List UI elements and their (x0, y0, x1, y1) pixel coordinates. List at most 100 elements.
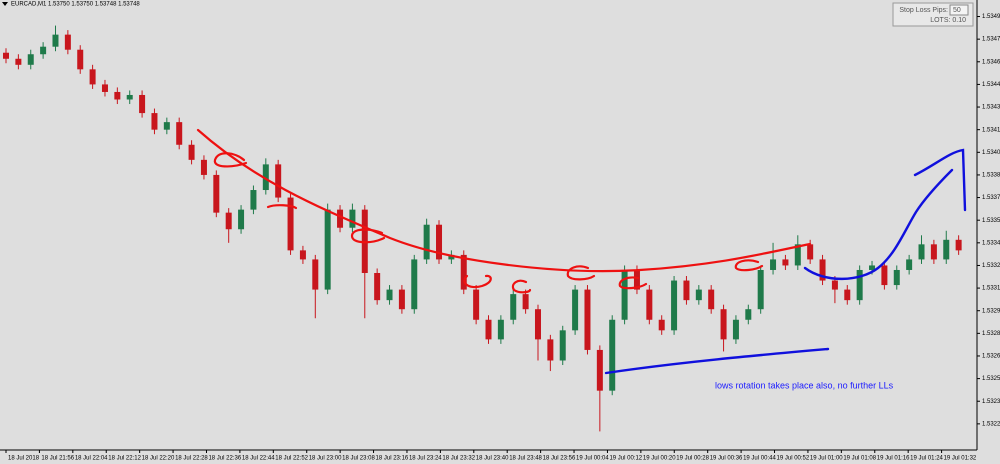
candle-body (930, 244, 937, 260)
candle-body (906, 259, 913, 270)
candle-body (398, 289, 405, 310)
candle-body (695, 289, 702, 301)
candle-body (27, 54, 34, 65)
candle-body (77, 49, 84, 70)
candle-body (188, 144, 195, 160)
x-tick-label: 18 Jul 21:56 (41, 456, 74, 462)
candle-body (262, 164, 269, 191)
lows-line (604, 347, 830, 375)
candle-body (250, 190, 257, 210)
candle-body (299, 250, 306, 260)
candle-body (473, 289, 480, 320)
x-tick-label: 18 Jul 22:04 (75, 456, 108, 462)
y-tick-label: 1.53250 (982, 376, 1000, 382)
candle-body (893, 269, 900, 286)
y-tick-label: 1.53400 (982, 150, 1000, 156)
x-tick-label: 18 Jul 22:28 (175, 456, 208, 462)
y-tick-label: 1.53325 (982, 263, 1000, 269)
annotation: lows rotation takes place also, no furth… (715, 380, 894, 390)
y-tick-label: 1.53265 (982, 354, 1000, 360)
lots-label: LOTS: 0.10 (930, 17, 966, 24)
candle-body (621, 269, 628, 320)
collapse-icon (2, 2, 8, 6)
candle-body (275, 164, 282, 198)
candle-body (374, 272, 381, 301)
red-drawings (196, 128, 812, 294)
candle-body (559, 330, 566, 361)
x-tick-label: 19 Jul 01:32 (944, 456, 977, 462)
y-tick-label: 1.53415 (982, 127, 1000, 133)
y-tick-label: 1.53220 (982, 421, 1000, 427)
y-tick-label: 1.53460 (982, 59, 1000, 65)
candle-body (163, 122, 170, 130)
candle-body (324, 209, 331, 290)
y-tick-label: 1.53310 (982, 286, 1000, 292)
candle-body (64, 34, 71, 50)
candle-body (287, 197, 294, 251)
candle-body (460, 254, 467, 290)
candle-body (844, 289, 851, 301)
candle-body (139, 94, 146, 114)
x-tick-label: 18 Jul 22:12 (108, 456, 141, 462)
candle-body (633, 269, 640, 290)
x-tick-label: 18 Jul 23:00 (309, 456, 342, 462)
candle-body (819, 259, 826, 281)
candle-body (881, 265, 888, 286)
x-tick-label: 18 Jul 23:32 (442, 456, 475, 462)
x-tick-label: 19 Jul 00:52 (777, 456, 810, 462)
candle-body (943, 239, 950, 260)
x-tick-label: 19 Jul 00:36 (710, 456, 743, 462)
x-tick-label: 19 Jul 01:24 (910, 456, 943, 462)
circle-mark (350, 228, 386, 244)
candle-body (658, 319, 665, 331)
candle-body (238, 209, 245, 230)
candle-body (918, 244, 925, 260)
candle-body (101, 84, 108, 92)
candle-body (584, 289, 591, 350)
y-tick-label: 1.53490 (982, 14, 1000, 20)
circle-mark (566, 265, 596, 281)
trade-panel: Stop Loss Pips: 50 LOTS: 0.10 (892, 2, 974, 27)
candle-body (794, 244, 801, 266)
candle-body (3, 52, 9, 59)
blue-drawings (604, 148, 967, 375)
candle-body (436, 224, 443, 260)
projection-arrow (913, 148, 967, 212)
projection-curve (803, 168, 954, 281)
stop-loss-value: 50 (953, 7, 961, 14)
candle-body (386, 289, 393, 301)
x-tick-label: 19 Jul 00:04 (576, 456, 609, 462)
candle-body (349, 209, 356, 228)
candle-body (15, 58, 22, 65)
candle-body (52, 34, 59, 47)
candle-body (757, 269, 764, 310)
y-tick-label: 1.53355 (982, 218, 1000, 224)
candle-body (683, 280, 690, 301)
x-tick-label: 18 Jul 23:48 (509, 456, 542, 462)
x-tick-label: 18 Jul 22:52 (275, 456, 308, 462)
x-tick-label: 18 Jul 2018 (8, 456, 40, 462)
candle-body (312, 259, 319, 290)
candle-body (534, 309, 541, 340)
y-tick-label: 1.53235 (982, 399, 1000, 405)
candle-body (151, 113, 158, 130)
x-tick-label: 18 Jul 22:44 (242, 456, 275, 462)
x-tick-label: 19 Jul 00:20 (643, 456, 676, 462)
circle-mark (213, 152, 248, 168)
stop-loss-input[interactable] (949, 4, 969, 16)
candle-body (497, 319, 504, 340)
circle-mark (734, 259, 764, 272)
candle-body (856, 269, 863, 301)
candle-body (200, 159, 207, 175)
rounding-curve (196, 128, 812, 273)
candle-body (831, 280, 838, 290)
y-tick-label: 1.53280 (982, 331, 1000, 337)
candle-body (596, 349, 603, 391)
candle-body (745, 309, 752, 320)
circle-mark (266, 204, 298, 210)
y-tick-label: 1.53370 (982, 195, 1000, 201)
candle-body (510, 294, 517, 320)
